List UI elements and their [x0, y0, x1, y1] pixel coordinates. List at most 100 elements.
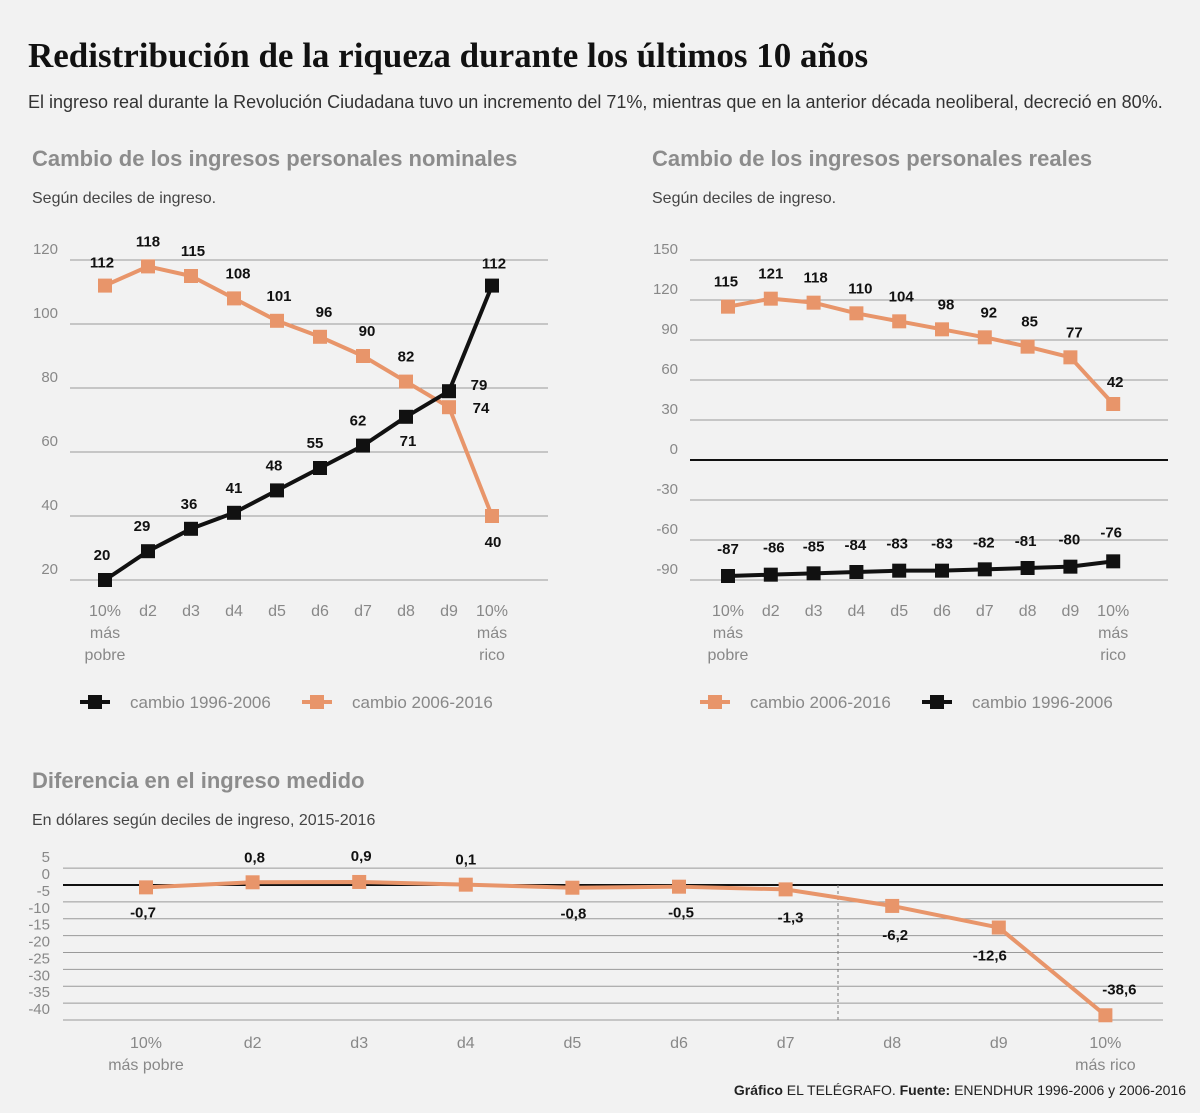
c2-data-point: [763, 567, 778, 582]
c2-data-label: 98: [938, 296, 955, 313]
c2-data-label: -83: [886, 536, 908, 553]
c2-data-label: 121: [758, 266, 783, 283]
c2-y-tick: 60: [661, 361, 678, 378]
c1-data-label: 20: [94, 547, 111, 564]
c3-data-point: [1098, 1008, 1113, 1023]
c2-y-tick: 150: [653, 241, 678, 258]
c2-data-point: [977, 330, 992, 345]
c3-x-tick: d4: [457, 1035, 475, 1052]
c3-y-tick: -35: [28, 984, 50, 1001]
c3-data-label: 0,8: [244, 849, 265, 866]
c2-y-tick: 120: [653, 281, 678, 298]
c2-data-point: [763, 291, 778, 306]
c1-data-point: [98, 278, 112, 293]
credit-grafico-label: Gráfico: [733, 1082, 783, 1098]
c1-y-tick: 100: [33, 305, 58, 322]
c2-x-tick: d6: [933, 603, 951, 620]
c1-data-label: 55: [307, 435, 324, 452]
c1-data-point: [442, 400, 456, 415]
c3-y-tick: 0: [42, 866, 50, 883]
c1-data-label: 74: [473, 400, 490, 417]
c1-data-point: [356, 349, 370, 363]
c3-x-tick: más pobre: [108, 1057, 184, 1074]
c1-data-label: 48: [266, 457, 283, 474]
c3-y-tick: 5: [42, 849, 50, 866]
c2-x-tick: más: [1098, 625, 1128, 642]
c1-x-tick: d8: [397, 603, 415, 620]
c2-data-label: -83: [931, 536, 953, 553]
c3-data-label: -1,3: [778, 909, 804, 926]
c3-data-label: -0,5: [668, 905, 694, 922]
c3-data-point: [352, 874, 367, 889]
c1-data-point: [184, 521, 198, 536]
c1-legend-marker: [88, 695, 102, 709]
c1-legend-marker: [310, 695, 324, 709]
chart3-subtitle: En dólares según deciles de ingreso, 201…: [32, 812, 376, 829]
c3-x-tick: 10%: [130, 1035, 162, 1052]
c2-data-label: 115: [714, 274, 738, 291]
chart2-subtitle: Según deciles de ingreso.: [652, 190, 837, 207]
c3-data-point: [458, 877, 473, 892]
c1-x-tick: d9: [440, 603, 458, 620]
c3-y-tick: -15: [28, 917, 50, 934]
c2-x-tick: d5: [890, 603, 908, 620]
c3-data-point: [778, 882, 793, 897]
c3-x-tick: d7: [777, 1035, 795, 1052]
c1-x-tick: pobre: [85, 647, 126, 664]
c2-data-point: [849, 306, 864, 321]
c1-data-point: [270, 483, 284, 498]
c1-y-tick: 80: [41, 369, 58, 386]
c1-data-point: [485, 278, 499, 293]
c1-data-label: 115: [181, 243, 205, 260]
c1-data-point: [313, 329, 327, 344]
c1-y-tick: 20: [41, 561, 58, 578]
c1-data-label: 82: [398, 349, 415, 366]
c2-data-point: [892, 563, 907, 578]
c2-data-label: 104: [889, 288, 915, 305]
c1-data-label: 71: [400, 433, 417, 450]
c2-data-point: [806, 295, 821, 310]
c1-y-tick: 120: [33, 241, 58, 258]
c1-x-tick: 10%: [476, 603, 508, 620]
c2-data-label: 118: [803, 270, 827, 287]
c2-data-label: 110: [848, 280, 872, 297]
c1-data-point: [442, 384, 456, 399]
credits: Gráfico EL TELÉGRAFO. Fuente: ENENDHUR 1…: [734, 1082, 1186, 1098]
c3-data-point: [245, 875, 260, 890]
c1-series-line: [103, 284, 494, 582]
c1-data-label: 112: [90, 255, 114, 272]
c2-x-tick: d7: [976, 603, 994, 620]
c1-data-label: 90: [359, 323, 376, 340]
c1-data-point: [141, 259, 155, 274]
c1-x-tick: más: [90, 625, 120, 642]
c2-data-point: [977, 562, 992, 577]
c2-y-tick: -30: [656, 481, 678, 498]
credit-fuente-label: Fuente:: [899, 1082, 951, 1098]
c2-data-label: 42: [1107, 374, 1124, 391]
c1-data-point: [98, 573, 112, 587]
c2-y-tick: 90: [661, 321, 678, 338]
c3-x-tick: d8: [883, 1035, 901, 1052]
c1-data-point: [141, 544, 155, 559]
c1-x-tick: d6: [311, 603, 329, 620]
c1-legend-label: cambio 2006-2016: [352, 693, 493, 712]
c1-y-tick: 40: [41, 497, 58, 514]
c3-x-tick: d6: [670, 1035, 688, 1052]
c1-x-tick: d4: [225, 603, 243, 620]
c1-data-point: [270, 313, 284, 328]
c2-data-label: -84: [845, 537, 867, 554]
c2-y-tick: -60: [656, 521, 678, 538]
c3-data-label: -12,6: [973, 948, 1007, 965]
c2-x-tick: d2: [762, 603, 780, 620]
c2-data-point: [1063, 559, 1078, 574]
c2-y-tick: 0: [670, 441, 678, 458]
c3-data-label: 0,9: [351, 848, 372, 865]
c3-data-label: -0,8: [560, 906, 586, 923]
c2-data-point: [721, 299, 735, 314]
c2-x-tick: d4: [848, 603, 866, 620]
c2-y-tick: -90: [656, 561, 678, 578]
c2-x-tick: d8: [1019, 603, 1037, 620]
c1-data-label: 29: [134, 518, 151, 535]
c3-series-line: [145, 879, 1107, 1017]
